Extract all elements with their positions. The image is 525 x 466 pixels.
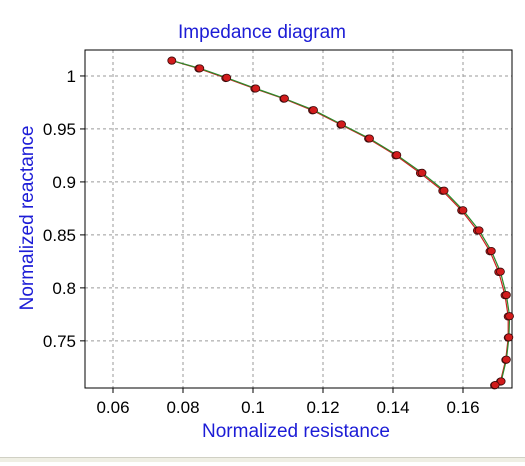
- x-tick-label: 0.16: [446, 398, 479, 417]
- series-2-point: [365, 134, 374, 143]
- series-2-point: [392, 151, 402, 160]
- series-2-point: [458, 206, 468, 215]
- y-axis-label: Normalized reactance: [17, 126, 38, 311]
- series-2-point: [167, 56, 177, 65]
- tick-labels: 0.06 0.08 0.1 0.12 0.14 0.16 0.75 0.8 0.85 0.9 0.9…: [43, 67, 480, 417]
- y-tick-label: 0.85: [43, 226, 76, 245]
- series-2-point: [280, 94, 289, 103]
- series-layer: [167, 56, 514, 390]
- series-2-point: [501, 355, 511, 364]
- bottom-border: [0, 457, 525, 462]
- series-2-point: [496, 377, 506, 386]
- series-2-point: [490, 381, 500, 390]
- series-2-point: [474, 226, 484, 235]
- series-2-line: [171, 60, 511, 386]
- x-tick-label: 0.12: [306, 398, 339, 417]
- series-2-point: [486, 246, 496, 255]
- x-tick-label: 0.08: [166, 398, 199, 417]
- x-axis-label: Normalized resistance: [202, 421, 390, 442]
- y-tick-label: 0.8: [52, 279, 76, 298]
- y-tick-label: 0.9: [52, 173, 76, 192]
- series-2-point: [417, 168, 427, 177]
- y-tick-label: 1: [67, 67, 76, 86]
- series-2-point: [496, 267, 505, 276]
- series-2-point: [195, 64, 205, 73]
- x-tick-label: 0.06: [96, 398, 129, 417]
- series-2-point: [337, 120, 346, 129]
- grid-lines: [85, 50, 512, 388]
- series-2-point: [309, 106, 318, 115]
- y-tick-label: 0.75: [43, 332, 76, 351]
- series-1-line: [171, 60, 509, 386]
- series-2-point: [505, 312, 514, 321]
- series-2-point: [501, 290, 511, 299]
- series-2-point: [504, 333, 514, 342]
- axes: [80, 49, 513, 393]
- plot-frame: [84, 49, 513, 389]
- series-2-point: [439, 186, 449, 195]
- series-2-point: [222, 73, 232, 82]
- x-tick-label: 0.1: [241, 398, 265, 417]
- x-tick-label: 0.14: [376, 398, 409, 417]
- y-tick-label: 0.95: [43, 120, 76, 139]
- series-2-point: [251, 84, 261, 93]
- chart-title: Impedance diagram: [178, 22, 346, 43]
